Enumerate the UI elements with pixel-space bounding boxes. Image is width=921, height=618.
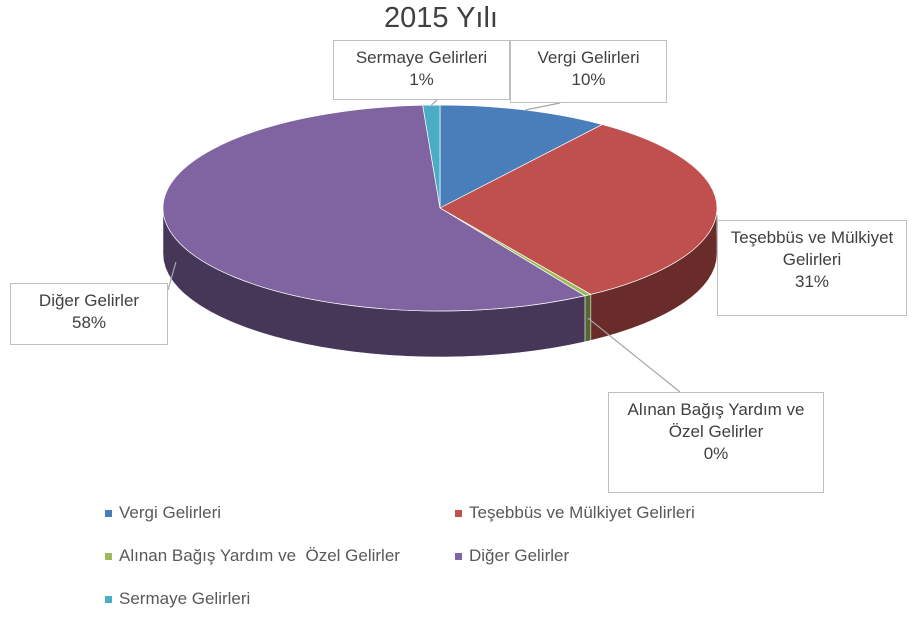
data-label: Teşebbüs ve Mülkiyet Gelirleri 31% — [717, 220, 907, 316]
data-label-name: Teşebbüs ve Mülkiyet Gelirleri — [730, 228, 894, 269]
slice-side — [584, 294, 592, 343]
legend-entry: Alınan Bağış Yardım ve Özel Gelirler — [105, 546, 400, 566]
slice — [162, 104, 586, 312]
leader-line — [525, 102, 561, 111]
data-label-name: Sermaye Gelirleri — [355, 48, 488, 67]
legend-label: Teşebbüs ve Mülkiyet Gelirleri — [469, 503, 695, 522]
data-label-value: 58% — [71, 313, 107, 332]
legend-entry: Sermaye Gelirleri — [105, 589, 250, 609]
data-label-name: Diğer Gelirler — [38, 291, 140, 310]
legend-entry: Diğer Gelirler — [455, 546, 569, 566]
data-label: Vergi Gelirleri 10% — [510, 40, 667, 103]
slice — [439, 124, 718, 295]
leader-line — [587, 317, 681, 393]
legend-swatch — [105, 552, 112, 560]
leader-line — [167, 261, 177, 291]
data-label-name: Vergi Gelirleri — [537, 48, 640, 67]
slice — [439, 104, 604, 209]
legend-swatch — [455, 509, 462, 517]
chart-title: 2015 Yılı — [384, 2, 498, 34]
data-label: Alınan Bağış Yardım ve Özel Gelirler 0% — [608, 392, 824, 493]
data-label-value: 10% — [571, 70, 606, 89]
data-label: Sermaye Gelirleri 1% — [333, 40, 510, 100]
legend-swatch — [455, 552, 462, 560]
data-label: Diğer Gelirler 58% — [10, 283, 168, 345]
legend-label: Alınan Bağış Yardım ve Özel Gelirler — [119, 546, 400, 565]
legend-entry: Teşebbüs ve Mülkiyet Gelirleri — [455, 503, 695, 523]
data-label-value: 1% — [409, 70, 434, 89]
data-label-value: 0% — [703, 444, 729, 463]
legend-label: Vergi Gelirleri — [119, 503, 222, 522]
legend-swatch — [105, 595, 112, 603]
slice — [422, 104, 441, 209]
legend-swatch — [105, 509, 112, 517]
legend-entry: Vergi Gelirleri — [105, 503, 221, 523]
data-label-name: Alınan Bağış Yardım ve Özel Gelirler — [627, 400, 805, 441]
data-label-value: 31% — [794, 272, 830, 291]
leader-line — [430, 99, 438, 106]
legend-label: Sermaye Gelirleri — [119, 589, 251, 608]
legend-label: Diğer Gelirler — [469, 546, 570, 565]
